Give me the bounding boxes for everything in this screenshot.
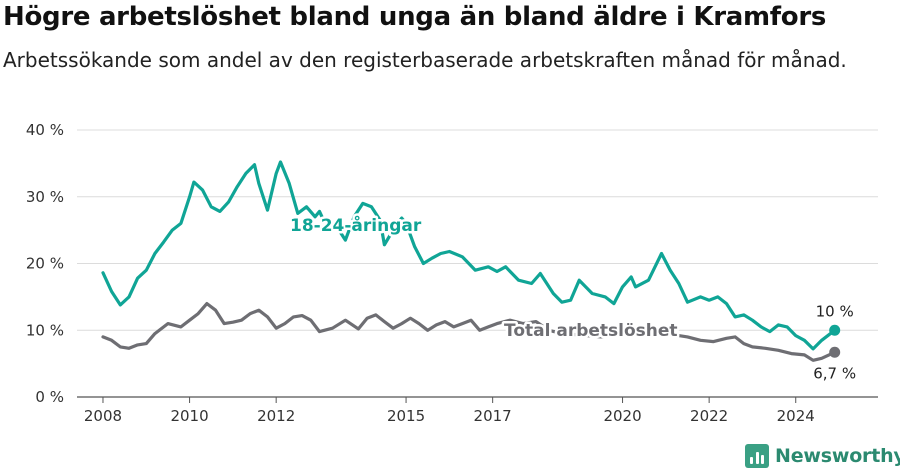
endpoint-dot-youth [829, 324, 841, 336]
series-line-youth [101, 160, 837, 351]
y-tick-label: 30 % [26, 188, 64, 206]
end-value-youth-halo: 10 % [816, 302, 854, 320]
end-value-total: 6,7 % [813, 364, 856, 382]
series-line-total [101, 302, 837, 362]
series-name-youth-halo: 18-24-åringar [290, 214, 422, 236]
newsworthy-logo: Newsworthy [745, 442, 900, 470]
end-value-total-halo: 6,7 % [813, 364, 856, 382]
bar-chart-logo-icon [745, 444, 769, 468]
x-tick-label: 2015 [387, 407, 425, 425]
x-axis-ticks: 2008 2010 2012 2015 2017 2020 2022 2024 [84, 397, 815, 425]
x-tick-label: 2020 [603, 407, 641, 425]
endpoint-dot-total [829, 346, 841, 358]
brand-name: Newsworthy [775, 445, 900, 467]
y-tick-label: 40 % [26, 121, 64, 139]
y-axis-ticks: 0 % 10 % 20 % 30 % 40 % [26, 121, 64, 406]
gridlines [77, 129, 878, 398]
x-tick-label: 2022 [690, 407, 728, 425]
series-name-total: Total arbetslöshet [504, 321, 678, 341]
x-tick-label: 2008 [84, 407, 122, 425]
series-lines [101, 160, 841, 362]
y-tick-label: 20 % [26, 255, 64, 273]
x-tick-label: 2024 [777, 407, 815, 425]
end-value-youth: 10 % [816, 302, 854, 320]
x-tick-label: 2017 [474, 407, 512, 425]
series-name-youth: 18-24-åringar [290, 214, 422, 236]
chart-title: Högre arbetslöshet bland unga än bland ä… [3, 2, 827, 32]
series-name-total-halo: Total arbetslöshet [504, 321, 678, 341]
x-tick-label: 2010 [170, 407, 208, 425]
y-tick-label: 10 % [26, 321, 64, 339]
y-tick-label: 0 % [35, 388, 64, 406]
x-tick-label: 2012 [257, 407, 295, 425]
chart-subtitle: Arbetssökande som andel av den registerb… [3, 48, 847, 72]
